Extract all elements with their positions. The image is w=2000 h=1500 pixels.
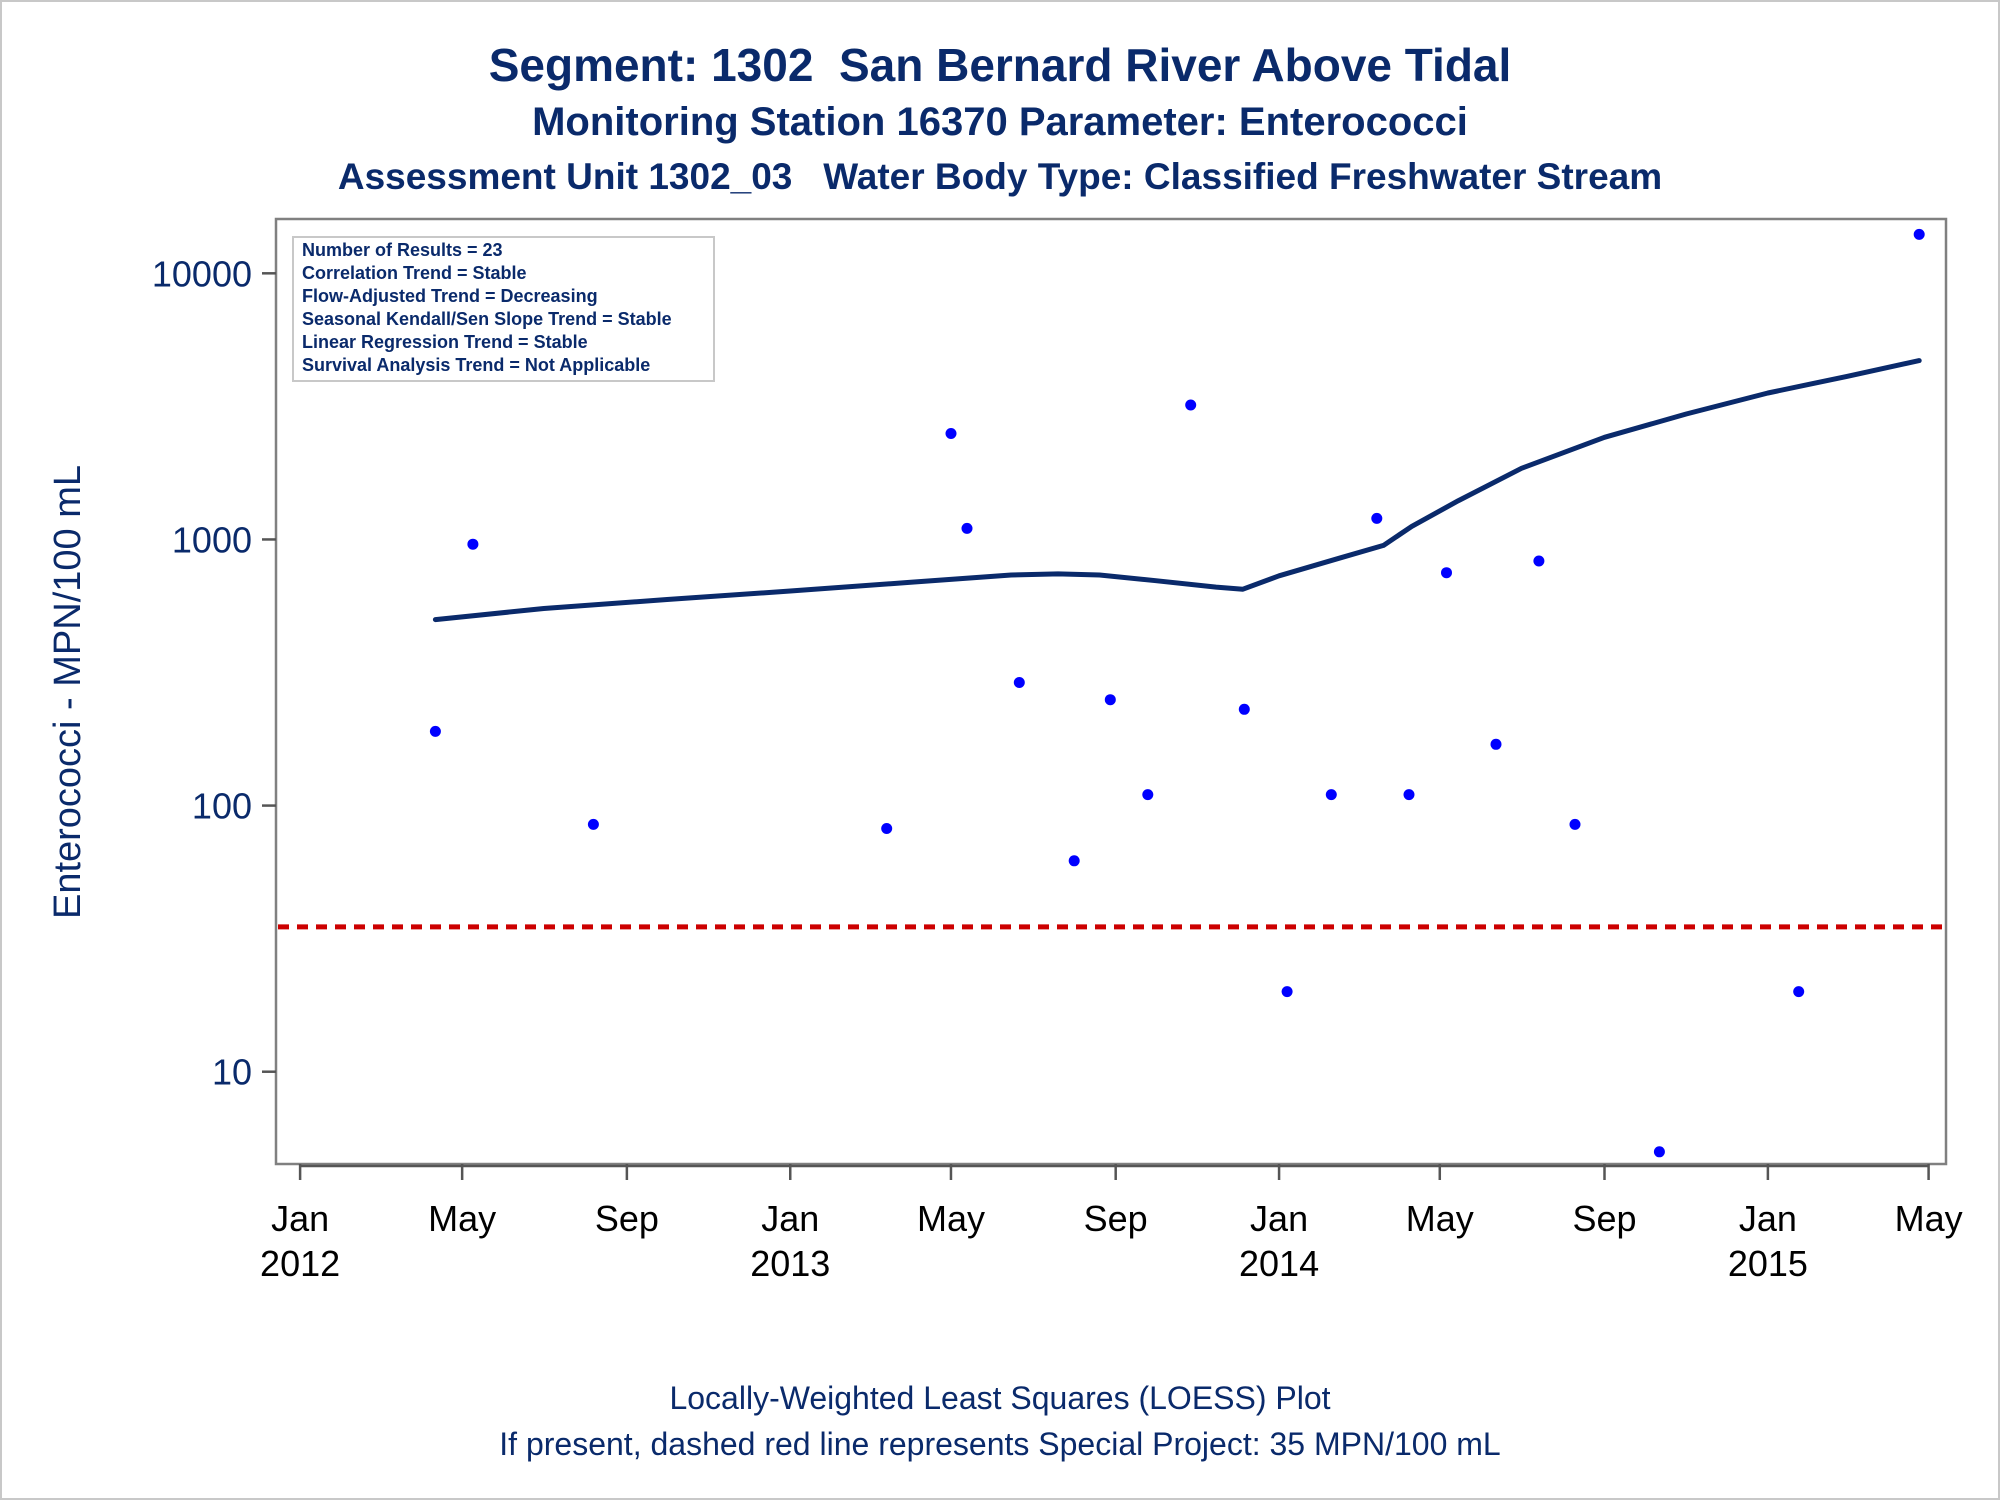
chart-subtitle: Monitoring Station 16370 Parameter: Ente… (532, 100, 1468, 144)
data-point-19 (1533, 555, 1545, 567)
x-tick-label-may-7: May (1406, 1198, 1474, 1239)
data-point-5 (945, 428, 957, 439)
data-point-11 (1185, 399, 1197, 411)
data-point-15 (1371, 512, 1383, 524)
stats-line-seasonal-kendall: Seasonal Kendall/Sen Slope Trend = Stabl… (302, 309, 672, 329)
data-point-2 (467, 538, 479, 550)
x-tick-year-2015: 2015 (1728, 1243, 1808, 1284)
data-point-18 (1490, 738, 1502, 750)
x-tick-label-jan-9: Jan (1739, 1198, 1797, 1239)
data-point-21 (1653, 1146, 1665, 1158)
data-point-6 (961, 522, 973, 534)
stats-line-flow-adjusted: Flow-Adjusted Trend = Decreasing (302, 286, 598, 306)
footnote-loess: Locally-Weighted Least Squares (LOESS) P… (669, 1380, 1331, 1416)
x-tick-label-sep-8: Sep (1572, 1198, 1636, 1239)
data-point-1 (429, 725, 441, 737)
data-point-4 (881, 823, 893, 834)
y-tick-label-10000: 10000 (152, 253, 252, 294)
x-tick-label-sep-5: Sep (1084, 1198, 1148, 1239)
x-tick-year-2012: 2012 (260, 1243, 340, 1284)
data-point-14 (1325, 789, 1337, 801)
data-point-17 (1441, 567, 1452, 579)
data-point-12 (1238, 703, 1250, 715)
plot-area (274, 217, 1948, 1166)
data-point-9 (1104, 694, 1116, 706)
x-tick-label-may-1: May (428, 1198, 496, 1239)
y-tick-label-100: 100 (192, 786, 252, 827)
stats-legend-box (292, 236, 715, 382)
chart-title: Segment: 1302 San Bernard River Above Ti… (488, 39, 1512, 91)
loess-curve (432, 358, 1922, 623)
x-tick-label-jan-0: Jan (271, 1198, 329, 1239)
y-tick-label-1000: 1000 (172, 519, 252, 560)
stats-line-results: Number of Results = 23 (302, 240, 503, 260)
stats-line-survival: Survival Analysis Trend = Not Applicable (302, 355, 651, 375)
chart-subtitle-2: Assessment Unit 1302_03 Water Body Type:… (337, 156, 1663, 197)
footnote-reference: If present, dashed red line represents S… (499, 1426, 1501, 1462)
x-tick-label-jan-3: Jan (761, 1198, 819, 1239)
x-tick-label-may-10: May (1895, 1198, 1963, 1239)
x-tick-label-may-4: May (917, 1198, 985, 1239)
data-point-13 (1281, 986, 1293, 998)
data-point-16 (1403, 789, 1415, 801)
data-point-23 (1913, 228, 1925, 240)
x-tick-label-sep-2: Sep (595, 1198, 659, 1239)
data-point-22 (1793, 986, 1805, 998)
x-tick-year-2014: 2014 (1239, 1243, 1319, 1284)
x-tick-year-2013: 2013 (750, 1243, 830, 1284)
data-point-7 (1013, 677, 1025, 688)
y-tick-label-10: 10 (212, 1052, 252, 1093)
x-tick-label-jan-6: Jan (1250, 1198, 1308, 1239)
y-axis-label: Enterococci - MPN/100 mL (47, 465, 89, 919)
data-point-3 (587, 818, 599, 830)
stats-line-linear-regression: Linear Regression Trend = Stable (302, 332, 588, 352)
stats-line-correlation: Correlation Trend = Stable (302, 263, 527, 283)
data-point-20 (1569, 818, 1581, 830)
data-point-10 (1142, 789, 1154, 801)
data-point-8 (1068, 855, 1080, 867)
